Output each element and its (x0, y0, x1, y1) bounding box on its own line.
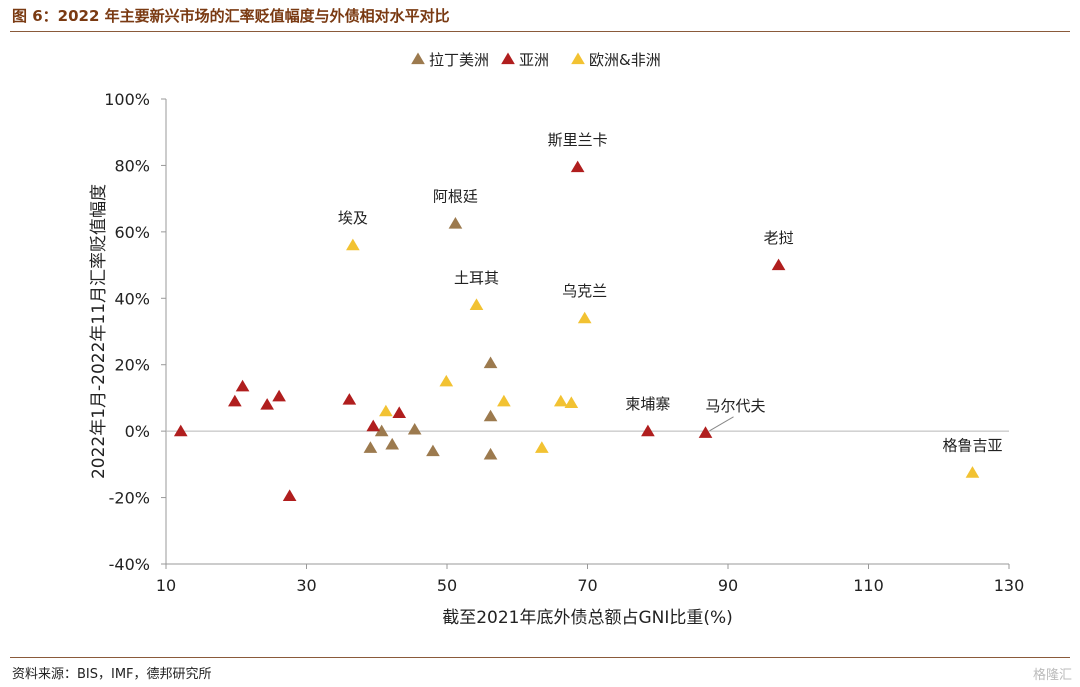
data-point-1-4 (235, 379, 250, 392)
data-point-1-5 (260, 398, 274, 410)
data-point-1-12 (698, 426, 713, 438)
data-point-0-6 (374, 424, 389, 437)
point-label: 老挝 (764, 229, 794, 247)
legend-label: 拉丁美洲 (429, 51, 489, 69)
point-label: 格鲁吉亚 (942, 437, 1002, 455)
data-point-2-7 (564, 396, 579, 408)
data-point-1-2 (173, 424, 188, 437)
data-point-0-7 (385, 437, 400, 450)
source-note: 资料来源：BIS，IMF，德邦研究所 (12, 667, 212, 682)
data-point-1-0 (570, 160, 585, 173)
x-tick-label: 90 (718, 576, 738, 595)
x-tick-label: 70 (577, 576, 597, 595)
chart-axes: 10 30 50 70 90 110 130 -40% -20% 0% 20% 40% 60% 80% 10… (89, 90, 1024, 628)
data-point-1-6 (272, 389, 286, 402)
x-axis-title: 截至2021年底外债总额占GNI比重(%) (442, 608, 733, 628)
point-label: 土耳其 (454, 269, 499, 287)
point-label: 斯里兰卡 (548, 131, 608, 149)
data-point-2-4 (379, 404, 393, 417)
x-tick-label: 50 (437, 576, 457, 595)
legend-label: 欧洲&非洲 (589, 51, 661, 69)
data-point-0-8 (426, 444, 440, 457)
x-tick-label: 10 (156, 576, 176, 595)
legend-marker-1 (501, 52, 515, 65)
data-point-1-3 (228, 394, 242, 407)
data-point-1-8 (366, 419, 381, 432)
y-tick-label: 40% (114, 289, 150, 308)
y-tick-label: -40% (109, 555, 150, 574)
data-point-2-2 (577, 311, 592, 324)
data-point-1-7 (342, 393, 357, 405)
y-axis-title: 2022年1月-2022年11月汇率贬值幅度 (89, 184, 109, 479)
y-tick-label: 20% (114, 356, 150, 375)
data-point-1-11 (641, 424, 655, 437)
data-point-0-0 (448, 217, 463, 229)
data-point-1-9 (392, 406, 407, 418)
data-point-2-9 (965, 466, 980, 478)
data-point-2-8 (535, 441, 549, 453)
point-label: 埃及 (338, 209, 368, 227)
watermark: 格隆汇 (1032, 668, 1072, 683)
chart-marks (173, 160, 980, 501)
x-tick-label: 130 (994, 576, 1025, 595)
x-tick-label: 110 (853, 576, 884, 595)
data-point-1-10 (282, 489, 297, 501)
footer-divider (10, 657, 1070, 658)
data-point-2-5 (497, 394, 511, 407)
data-point-2-0 (346, 238, 360, 251)
y-tick-label: -20% (109, 489, 150, 508)
legend-label: 亚洲 (519, 51, 549, 69)
data-point-0-3 (483, 447, 498, 460)
data-point-2-3 (439, 374, 454, 387)
data-point-0-5 (363, 441, 378, 453)
point-label: 阿根廷 (433, 188, 478, 206)
data-point-0-2 (483, 409, 498, 422)
legend-marker-2 (571, 52, 585, 65)
annotation-leader-line (709, 416, 734, 432)
y-tick-label: 100% (104, 90, 150, 109)
point-label: 乌克兰 (562, 282, 607, 300)
data-point-2-6 (553, 394, 568, 407)
point-label: 柬埔寨 (625, 395, 670, 413)
data-point-2-1 (469, 298, 484, 310)
data-point-0-1 (483, 356, 498, 369)
data-point-1-1 (771, 258, 786, 271)
y-tick-label: 80% (114, 156, 150, 175)
y-tick-label: 0% (125, 422, 150, 441)
y-tick-label: 60% (114, 223, 150, 242)
scatter-chart: 拉丁美洲 亚洲 欧洲&非洲 10 30 50 70 90 110 130 -40% -20% 0% 20… (89, 51, 1024, 628)
title-divider (10, 31, 1070, 32)
x-tick-label: 30 (296, 576, 316, 595)
legend-marker-0 (411, 52, 425, 65)
chart-legend: 拉丁美洲 亚洲 欧洲&非洲 (411, 51, 661, 69)
point-label: 马尔代夫 (706, 397, 766, 415)
data-point-0-4 (407, 422, 422, 435)
figure-title: 图 6：2022 年主要新兴市场的汇率贬值幅度与外债相对水平对比 (12, 7, 450, 25)
